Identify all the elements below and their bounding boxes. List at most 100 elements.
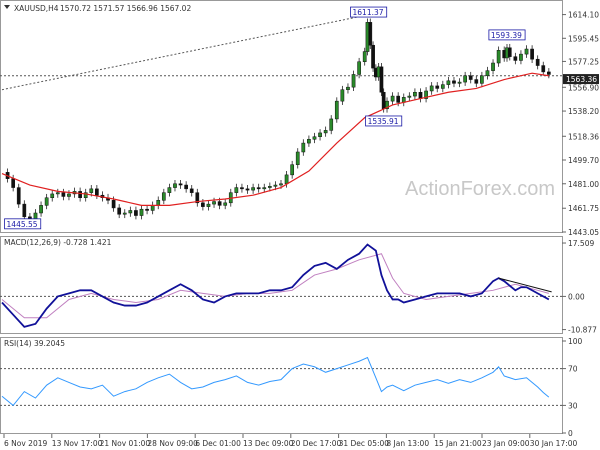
candle-body	[251, 187, 255, 191]
candle-body	[150, 205, 155, 211]
candle-body	[424, 90, 428, 99]
ohlc-readout: 1570.72 1571.57 1566.96 1567.02	[60, 4, 191, 13]
candle-body	[418, 91, 423, 99]
candle-body	[351, 74, 356, 88]
candle-body	[323, 130, 328, 134]
candle-body	[485, 70, 490, 76]
rsi-tick-label: 100	[568, 337, 583, 346]
rsi-axis-ticks: 100 70 30 0	[562, 337, 583, 438]
rsi-label: RSI(14) 39.2045	[4, 339, 65, 348]
annotation-box	[365, 115, 403, 127]
candle-body	[262, 187, 267, 190]
candle-body	[217, 201, 222, 206]
candle-body	[530, 48, 534, 60]
price-trendline	[1, 14, 369, 91]
symbol-dropdown-icon[interactable]	[4, 5, 10, 9]
candle-body	[407, 95, 412, 98]
macd-axis-ticks: 17.509 0.00 -10.877	[562, 239, 597, 335]
price-tick-label: 1481.00	[568, 180, 599, 189]
macd-panel-frame	[0, 236, 563, 334]
candle-body	[95, 188, 99, 196]
candle-body	[256, 187, 261, 190]
candle-body	[240, 187, 244, 190]
candle-body	[156, 200, 161, 206]
price-tick-label: 1577.25	[568, 57, 599, 66]
price-tick-label: 1499.70	[568, 156, 599, 165]
candle-body	[223, 202, 228, 206]
annotation-box	[350, 6, 388, 18]
annotation-label: 1535.91	[368, 117, 399, 126]
time-tick-label: 13 Nov 17:00	[52, 439, 103, 448]
candle-body	[245, 188, 250, 191]
rsi-tick-label: 0	[568, 429, 573, 438]
price-panel-frame	[0, 0, 563, 233]
candle-body	[429, 85, 434, 92]
candle-body	[55, 192, 60, 195]
candle-body	[161, 192, 166, 201]
candle-body	[496, 50, 501, 64]
candle-body	[22, 203, 27, 218]
macd-label: MACD(12,26,9) -0.728 1.421	[4, 238, 112, 247]
candle-body	[480, 75, 484, 84]
candle-body	[468, 75, 473, 80]
candle-body	[541, 65, 546, 73]
candle-body	[385, 100, 389, 110]
candle-body	[61, 192, 66, 197]
candle-body	[435, 85, 440, 89]
candle-body	[457, 81, 462, 84]
candle-body	[318, 132, 322, 137]
candle-body	[83, 192, 88, 198]
price-axis-ticks: 1614.10 1595.45 1577.25 1556.90 1538.20 1518.…	[562, 11, 599, 237]
candle-body	[396, 95, 401, 103]
annotation-label: 1593.39	[491, 31, 522, 40]
candle-body	[267, 186, 272, 188]
candle-body	[312, 136, 317, 140]
price-tick-label: 1518.36	[568, 132, 599, 141]
rsi-tick-label: 70	[568, 365, 578, 374]
time-tick-label: 28 Nov 09:00	[147, 439, 198, 448]
candle-body	[11, 178, 16, 188]
candle-body	[507, 47, 512, 57]
candle-body	[39, 205, 43, 214]
candle-body	[357, 61, 361, 75]
candle-body	[346, 86, 350, 90]
candle-body	[491, 62, 495, 71]
candle-body	[178, 183, 183, 186]
candle-body	[290, 164, 295, 176]
candle-body	[201, 202, 205, 207]
candle-body	[16, 187, 21, 205]
rsi-panel-frame	[0, 337, 563, 434]
candle-body	[368, 22, 373, 46]
time-tick-label: 8 Jan 13:00	[386, 439, 429, 448]
annotation-label: 1445.55	[7, 220, 38, 229]
candle-body	[295, 151, 300, 165]
candle-body	[546, 71, 551, 75]
price-tick-label: 1556.90	[568, 83, 599, 92]
time-tick-label: 6 Dec 01:00	[195, 439, 241, 448]
candle-body	[390, 95, 395, 102]
price-tick-label: 1443.05	[568, 228, 599, 237]
price-tick-label: 1595.45	[568, 34, 599, 43]
macd-tick-label: -10.877	[568, 326, 597, 335]
time-tick-label: 13 Dec 09:00	[243, 439, 294, 448]
candle-body	[139, 208, 144, 216]
sma-line	[1, 72, 549, 206]
candle-body	[50, 193, 55, 198]
macd-trendline	[498, 277, 552, 293]
symbol-label: XAUUSD,H4	[14, 4, 59, 13]
candle-body	[173, 183, 177, 188]
macd-tick-label: 0.00	[568, 292, 585, 301]
candle-body	[195, 192, 200, 204]
candle-body	[524, 48, 529, 55]
annotation-box	[488, 29, 526, 41]
candle-body	[184, 184, 188, 190]
candle-body	[284, 174, 289, 185]
candle-body	[189, 188, 194, 193]
macd-tick-label: 17.509	[568, 239, 594, 248]
candle-body	[307, 139, 311, 144]
candle-body	[273, 184, 278, 187]
macd-signal-line	[1, 253, 549, 319]
candle-body	[128, 210, 133, 214]
time-tick-label: 23 Jan 09:00	[482, 439, 530, 448]
